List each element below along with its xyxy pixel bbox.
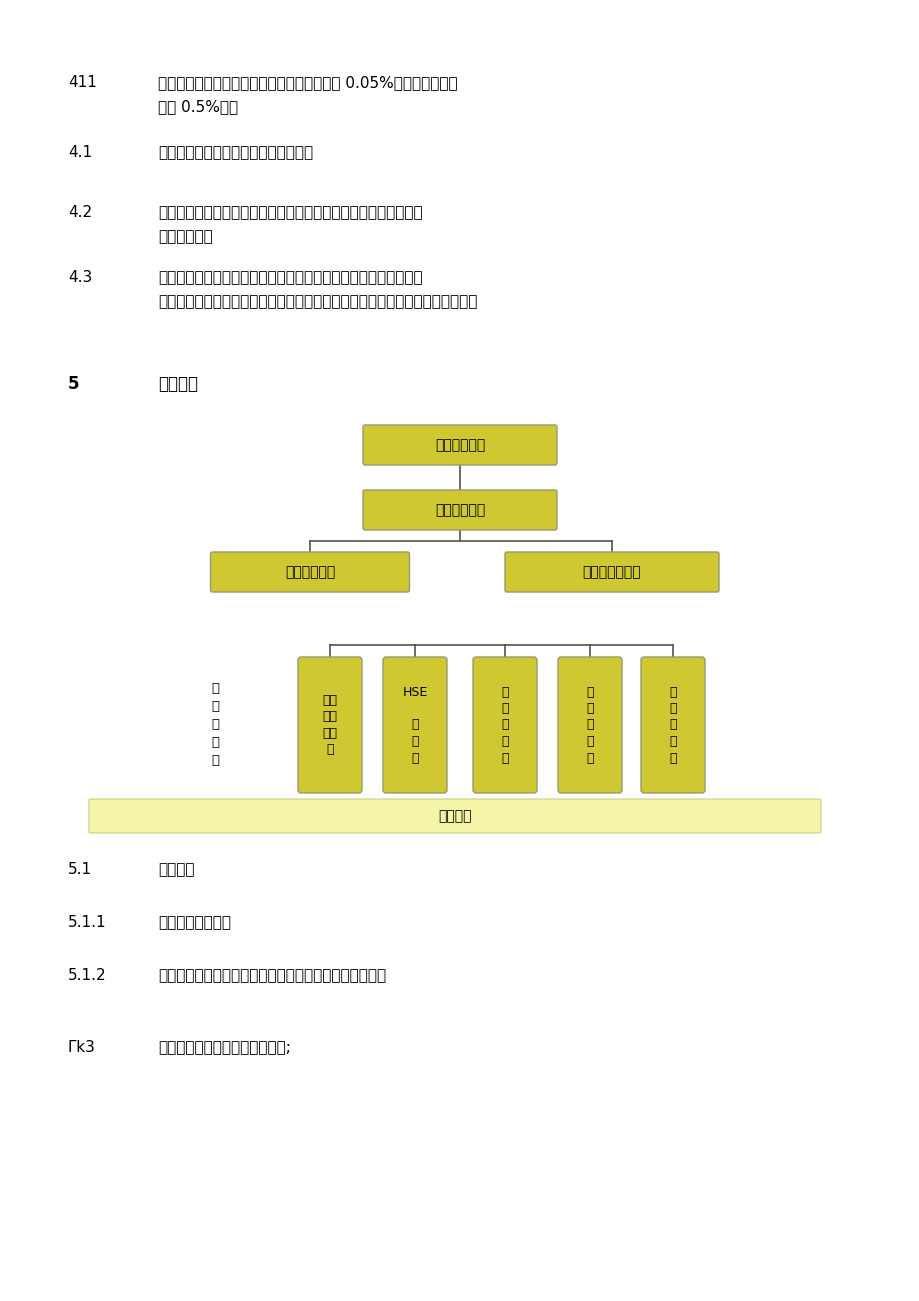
Text: 5.1.2: 5.1.2 <box>68 968 107 984</box>
Text: 不发生高处坠落伤亡事故和触电事故。: 不发生高处坠落伤亡事故和触电事故。 <box>158 144 312 160</box>
Text: 4.1: 4.1 <box>68 144 92 160</box>
Text: 供
应
部
：
王: 供 应 部 ： 王 <box>501 686 508 765</box>
Text: 工
程
部
：
陶: 工 程 部 ： 陶 <box>210 683 219 768</box>
Text: 现场经理：陶: 现场经理：陶 <box>435 503 484 516</box>
Text: 4.3: 4.3 <box>68 271 92 285</box>
Text: 现场负责人职责：: 现场负责人职责： <box>158 915 231 930</box>
Text: 管理人员: 管理人员 <box>158 863 194 877</box>
Text: 项目副经理：刘: 项目副经理：刘 <box>582 565 641 579</box>
Text: 5.1.1: 5.1.1 <box>68 915 107 930</box>
Text: 按照业主要求提出高处作业申请，办理高处作业许可证；: 按照业主要求提出高处作业申请，办理高处作业许可证； <box>158 968 386 984</box>
FancyBboxPatch shape <box>363 490 556 530</box>
Text: 5.1: 5.1 <box>68 863 92 877</box>
Text: 大于 0.5%。；: 大于 0.5%。； <box>158 99 238 114</box>
Text: 经
营
部
：
吴: 经 营 部 ： 吴 <box>585 686 593 765</box>
FancyBboxPatch shape <box>89 799 820 833</box>
Text: 5: 5 <box>68 375 79 393</box>
FancyBboxPatch shape <box>382 657 447 794</box>
Text: 任人未处理不放过、员工未受到安全教育培训不放过、事故原因未查清不放过。: 任人未处理不放过、员工未受到安全教育培训不放过、事故原因未查清不放过。 <box>158 294 477 310</box>
Text: 411: 411 <box>68 75 96 90</box>
Text: 组织机构: 组织机构 <box>158 375 198 393</box>
FancyBboxPatch shape <box>505 552 719 592</box>
FancyBboxPatch shape <box>641 657 704 794</box>
Text: HSE

部
：
刘: HSE 部 ： 刘 <box>402 686 427 765</box>
Text: 作业单位: 作业单位 <box>437 809 471 824</box>
Text: 综
合
办
：
吴: 综 合 办 ： 吴 <box>668 686 676 765</box>
Text: 工责任事故。: 工责任事故。 <box>158 229 212 245</box>
FancyBboxPatch shape <box>298 657 361 794</box>
Text: 总工程师：高: 总工程师：高 <box>285 565 335 579</box>
Text: 4.2: 4.2 <box>68 206 92 220</box>
Text: 对作业人员作业前进行安全交底;: 对作业人员作业前进行安全交底; <box>158 1039 290 1055</box>
FancyBboxPatch shape <box>472 657 537 794</box>
Text: 技术
质量
部：
刘: 技术 质量 部： 刘 <box>323 693 337 756</box>
Text: 杜绝因施工造成的道路交通中断，管道、通信、电力管线损坏等施: 杜绝因施工造成的道路交通中断，管道、通信、电力管线损坏等施 <box>158 206 422 220</box>
Text: 项目经理：孙: 项目经理：孙 <box>435 438 484 451</box>
FancyBboxPatch shape <box>363 425 556 464</box>
FancyBboxPatch shape <box>210 552 409 592</box>
FancyBboxPatch shape <box>558 657 621 794</box>
Text: Гk3: Гk3 <box>68 1039 96 1055</box>
Text: 杜绝因工死亡，现场施工人员的重伤率不大于 0.05%。、负伤频率不: 杜绝因工死亡，现场施工人员的重伤率不大于 0.05%。、负伤频率不 <box>158 75 457 90</box>
Text: 坚持《四不放过》原则：事故未采取防范措施不放过、事故相关责: 坚持《四不放过》原则：事故未采取防范措施不放过、事故相关责 <box>158 271 422 285</box>
